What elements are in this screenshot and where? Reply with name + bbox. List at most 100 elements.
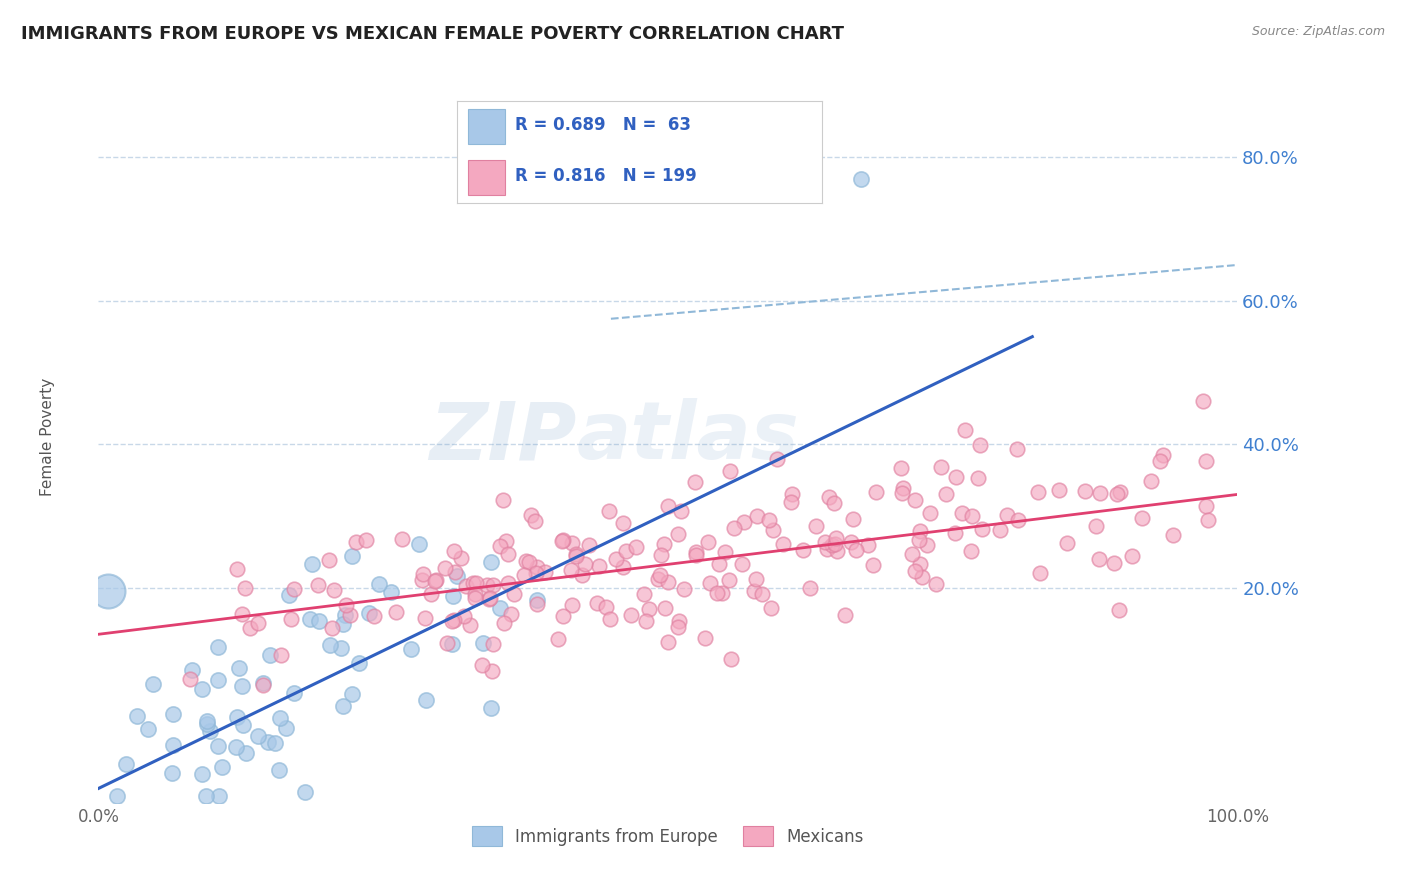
Point	[825, 531, 848, 545]
Point	[890, 461, 912, 475]
Point	[479, 700, 502, 714]
Point	[323, 582, 346, 597]
Text: Source: ZipAtlas.com: Source: ZipAtlas.com	[1251, 25, 1385, 38]
Point	[766, 452, 789, 467]
Point	[818, 490, 841, 504]
Point	[384, 605, 406, 619]
Point	[195, 714, 218, 728]
Text: IMMIGRANTS FROM EUROPE VS MEXICAN FEMALE POVERTY CORRELATION CHART: IMMIGRANTS FROM EUROPE VS MEXICAN FEMALE…	[21, 25, 844, 43]
Point	[841, 512, 863, 526]
Point	[239, 621, 262, 635]
Point	[195, 789, 218, 803]
Point	[901, 547, 924, 561]
Point	[903, 564, 925, 578]
Point	[191, 766, 214, 780]
Point	[274, 721, 297, 735]
Point	[1108, 603, 1130, 617]
Text: atlas: atlas	[576, 398, 800, 476]
Point	[782, 487, 804, 501]
Point	[335, 598, 357, 612]
Point	[561, 598, 583, 612]
Point	[1007, 513, 1029, 527]
Point	[162, 766, 184, 780]
Point	[1084, 519, 1107, 533]
Point	[1056, 536, 1078, 550]
Point	[891, 486, 914, 500]
Point	[482, 578, 505, 592]
Point	[443, 544, 465, 558]
Point	[259, 648, 281, 662]
Point	[595, 600, 617, 615]
Point	[479, 591, 502, 606]
Point	[699, 576, 721, 591]
Point	[693, 632, 716, 646]
Point	[465, 576, 488, 591]
Point	[307, 578, 329, 592]
Point	[340, 687, 363, 701]
Point	[329, 640, 352, 655]
Point	[433, 561, 456, 575]
Point	[225, 740, 247, 755]
Point	[707, 557, 730, 571]
Point	[638, 601, 661, 615]
Point	[960, 544, 983, 558]
Point	[283, 582, 305, 596]
Point	[499, 607, 522, 621]
Point	[308, 614, 330, 628]
Point	[419, 587, 441, 601]
Point	[612, 559, 634, 574]
Point	[820, 538, 842, 552]
Point	[585, 596, 607, 610]
Point	[1195, 454, 1218, 468]
Point	[105, 789, 128, 803]
Point	[526, 560, 548, 574]
Point	[142, 677, 165, 691]
Point	[247, 615, 270, 630]
Point	[479, 555, 502, 569]
Point	[191, 682, 214, 697]
Point	[471, 636, 494, 650]
Point	[945, 469, 967, 483]
Point	[1026, 485, 1049, 500]
Point	[359, 607, 381, 621]
Point	[571, 568, 593, 582]
Point	[235, 746, 257, 760]
Point	[475, 578, 498, 592]
Point	[464, 591, 486, 605]
Point	[758, 513, 780, 527]
Point	[925, 577, 948, 591]
Point	[1105, 487, 1128, 501]
Point	[269, 711, 291, 725]
Point	[553, 533, 575, 547]
Point	[560, 563, 582, 577]
Point	[1195, 499, 1218, 513]
Point	[226, 710, 249, 724]
Point	[301, 557, 323, 571]
Point	[263, 736, 285, 750]
Point	[851, 172, 873, 186]
Point	[233, 582, 256, 596]
Point	[231, 607, 253, 622]
Point	[799, 581, 821, 595]
Point	[318, 552, 340, 566]
Point	[207, 673, 229, 688]
Point	[380, 585, 402, 599]
Point	[761, 523, 783, 537]
Point	[1047, 483, 1070, 497]
Point	[277, 588, 299, 602]
Point	[1192, 394, 1215, 409]
Point	[588, 559, 610, 574]
Point	[745, 573, 768, 587]
Point	[619, 608, 641, 623]
Point	[804, 519, 827, 533]
Point	[1130, 510, 1153, 524]
Point	[834, 608, 856, 623]
Point	[714, 545, 737, 559]
Point	[792, 542, 814, 557]
Point	[162, 738, 184, 752]
Point	[319, 638, 342, 652]
Point	[969, 438, 991, 452]
Point	[332, 699, 354, 714]
Point	[862, 558, 884, 572]
Point	[440, 614, 463, 628]
